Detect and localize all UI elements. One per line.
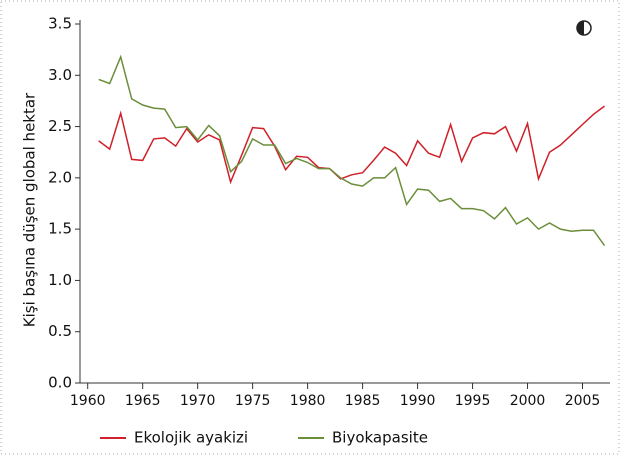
x-tick-label: 1970 — [180, 393, 216, 409]
legend-label: Biyokapasite — [332, 429, 428, 447]
legend-label: Ekolojik ayakizi — [134, 429, 248, 447]
y-tick-label: 0.0 — [48, 374, 72, 392]
x-tick-label: 1975 — [235, 393, 271, 409]
x-tick-label: 1980 — [290, 393, 326, 409]
x-tick-label: 1995 — [455, 393, 491, 409]
x-tick-label: 1960 — [70, 393, 106, 409]
y-tick-label: 2.0 — [48, 168, 72, 186]
x-tick-label: 2000 — [510, 393, 546, 409]
x-tick-label: 1985 — [345, 393, 381, 409]
y-tick-label: 2.5 — [48, 117, 72, 135]
icon-half — [577, 21, 584, 35]
y-tick-label: 0.5 — [48, 322, 72, 340]
x-tick-label: 1990 — [400, 393, 436, 409]
y-tick-label: 3.5 — [48, 15, 72, 33]
x-tick-label: 1965 — [125, 393, 161, 409]
y-axis-label: Kişi başına düşen global hektar — [21, 92, 39, 327]
series-line — [98, 105, 605, 185]
y-tick-label: 1.0 — [48, 271, 72, 289]
y-tick-label: 3.0 — [48, 66, 72, 84]
x-tick-label: 2005 — [565, 393, 601, 409]
y-tick-label: 1.5 — [48, 220, 72, 238]
series-line — [98, 54, 606, 247]
